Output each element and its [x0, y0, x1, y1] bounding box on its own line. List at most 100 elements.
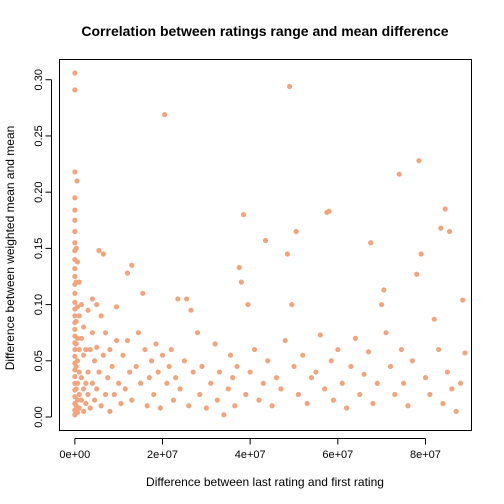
- data-point: [162, 111, 168, 118]
- data-point: [153, 341, 159, 347]
- data-point: [105, 375, 111, 381]
- data-point: [72, 228, 78, 235]
- y-tick-label: 0.30: [33, 69, 45, 90]
- data-point: [107, 408, 113, 414]
- y-tick-label: 0.05: [33, 350, 45, 371]
- data-point: [238, 279, 244, 285]
- plot-frame: [59, 59, 472, 431]
- data-point: [409, 358, 415, 364]
- chart-title: Correlation between ratings range and me…: [81, 23, 448, 39]
- data-point: [352, 335, 358, 341]
- data-point: [74, 335, 81, 341]
- data-point: [442, 206, 448, 212]
- data-point: [151, 391, 157, 398]
- data-point: [256, 397, 262, 403]
- data-point: [109, 363, 115, 370]
- data-point: [199, 363, 205, 370]
- data-point: [74, 358, 81, 364]
- data-point: [177, 386, 183, 392]
- data-point: [73, 363, 79, 370]
- data-point: [78, 335, 85, 341]
- y-tick-label: 0.00: [33, 406, 45, 427]
- data-point: [236, 264, 242, 271]
- data-point: [72, 273, 78, 280]
- data-point: [74, 380, 81, 386]
- data-point: [72, 299, 78, 305]
- y-axis: 0.00 0.05 0.10 0.15 0.20 0.25 0.30: [33, 69, 52, 428]
- data-point: [81, 324, 87, 330]
- data-point: [98, 403, 104, 409]
- data-point: [245, 301, 251, 308]
- data-point: [127, 369, 133, 375]
- data-point: [72, 266, 78, 272]
- data-point: [76, 279, 82, 285]
- data-point: [460, 297, 466, 303]
- data-point: [72, 195, 78, 201]
- x-tick-label: 0e+00: [59, 449, 90, 461]
- data-point: [89, 380, 95, 386]
- data-point: [392, 391, 398, 398]
- data-point: [221, 412, 227, 418]
- data-point: [368, 240, 374, 246]
- x-tick-label: 6e+07: [322, 449, 353, 461]
- data-point: [74, 304, 81, 310]
- data-point: [446, 228, 453, 235]
- data-point: [102, 391, 109, 398]
- data-point: [317, 332, 323, 338]
- data-point: [357, 391, 363, 398]
- data-point: [181, 358, 188, 364]
- data-point: [72, 373, 78, 380]
- data-point: [72, 87, 78, 93]
- data-point: [396, 171, 402, 177]
- data-point: [265, 358, 271, 364]
- data-point: [308, 375, 315, 381]
- y-tick-label: 0.10: [33, 294, 45, 315]
- data-point: [225, 386, 231, 392]
- data-point: [416, 158, 422, 164]
- data-point: [83, 346, 89, 353]
- data-point: [72, 70, 78, 76]
- data-point: [73, 341, 79, 347]
- data-point: [208, 380, 214, 386]
- data-point: [431, 316, 437, 322]
- data-point: [273, 375, 280, 381]
- data-point: [304, 400, 310, 407]
- data-point: [230, 375, 236, 381]
- data-point: [155, 369, 161, 375]
- data-point: [282, 337, 288, 344]
- data-point: [144, 403, 150, 409]
- data-point: [232, 403, 238, 409]
- data-point: [381, 287, 387, 293]
- data-point: [107, 346, 113, 353]
- data-point: [83, 380, 89, 386]
- y-tick-label: 0.20: [33, 181, 45, 202]
- data-point: [436, 346, 442, 353]
- data-point: [73, 318, 79, 325]
- x-tick-label: 4e+07: [235, 449, 266, 461]
- data-point: [457, 380, 464, 386]
- data-point: [111, 391, 117, 398]
- data-point: [72, 217, 78, 223]
- data-point: [335, 346, 341, 353]
- data-point: [72, 290, 78, 296]
- data-point: [124, 337, 131, 344]
- data-point: [113, 304, 120, 310]
- data-point: [78, 375, 85, 381]
- data-point: [96, 248, 102, 254]
- data-point: [328, 358, 334, 364]
- data-point: [87, 346, 93, 353]
- data-point: [398, 346, 404, 353]
- data-point: [269, 403, 275, 409]
- data-point: [383, 330, 389, 336]
- data-point: [168, 346, 174, 353]
- data-point: [137, 380, 144, 386]
- data-point: [72, 326, 78, 332]
- data-point: [74, 397, 81, 403]
- data-point: [78, 397, 85, 403]
- data-point: [133, 363, 139, 370]
- data-point: [73, 386, 79, 392]
- data-point: [94, 386, 100, 392]
- data-point: [251, 346, 258, 353]
- data-point: [234, 363, 240, 370]
